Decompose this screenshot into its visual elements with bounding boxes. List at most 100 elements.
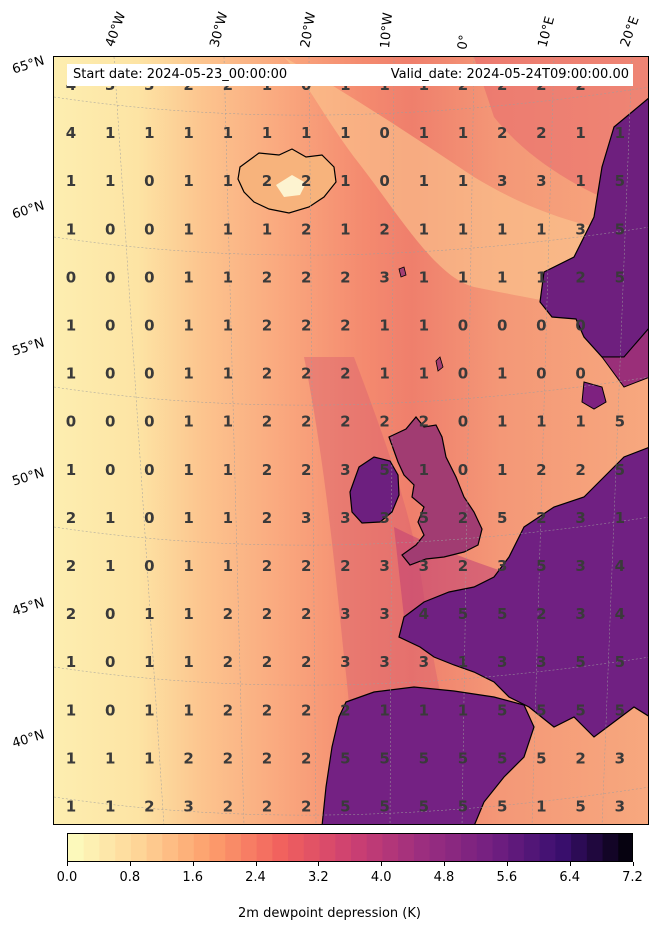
grid-value-label: 1 (497, 365, 507, 383)
colorbar-swatch (146, 834, 163, 861)
grid-value-label: 1 (66, 701, 76, 719)
grid-value-label: 1 (223, 557, 233, 575)
grid-value-label: 0 (144, 365, 154, 383)
colorbar-swatch (256, 834, 273, 861)
grid-value-label: 3 (615, 749, 625, 767)
grid-value-label: 0 (379, 124, 389, 142)
grid-value-label: 1 (575, 413, 585, 431)
grid-value-label: 1 (615, 509, 625, 527)
grid-value-label: 1 (419, 317, 429, 335)
grid-value-label: 2 (340, 557, 350, 575)
colorbar-swatch (492, 834, 509, 861)
grid-value-label: 2 (301, 605, 311, 623)
grid-value-label: 0 (575, 365, 585, 383)
grid-value-label: 5 (615, 220, 625, 238)
colorbar-swatch (83, 834, 101, 861)
grid-value-label: 3 (340, 605, 350, 623)
grid-value-label: 3 (183, 798, 193, 816)
grid-value-label: 2 (301, 317, 311, 335)
lat-label-55n: 55°N (10, 335, 47, 360)
lon-label-20w: 20°W (298, 11, 320, 50)
colorbar (67, 833, 633, 862)
grid-value-label: 1 (183, 509, 193, 527)
grid-value-label: 2 (223, 749, 233, 767)
grid-value-label: 3 (615, 798, 625, 816)
lat-label-50n: 50°N (10, 465, 47, 490)
grid-value-label: 3 (536, 653, 546, 671)
grid-value-label: 1 (419, 220, 429, 238)
colorbar-swatch (571, 834, 588, 861)
colorbar-swatch (508, 834, 525, 861)
grid-value-label: 1 (183, 653, 193, 671)
grid-value-label: 1 (105, 124, 115, 142)
grid-value-label: 2 (458, 509, 468, 527)
grid-value-label: 3 (575, 605, 585, 623)
grid-value-label: 0 (105, 605, 115, 623)
grid-value-label: 1 (183, 268, 193, 286)
land-ireland (349, 456, 400, 524)
grid-value-label: 4 (615, 557, 625, 575)
grid-value-label: 1 (223, 317, 233, 335)
grid-value-label: 2 (66, 557, 76, 575)
grid-value-label: 4 (66, 124, 76, 142)
grid-value-label: 2 (536, 509, 546, 527)
grid-value-label: 2 (301, 268, 311, 286)
grid-value-label: 2 (223, 653, 233, 671)
grid-value-label: 1 (183, 701, 193, 719)
grid-value-label: 5 (458, 798, 468, 816)
grid-value-label: 1 (497, 220, 507, 238)
grid-value-label: 2 (301, 701, 311, 719)
grid-value-label: 2 (301, 172, 311, 190)
grid-value-label: 5 (536, 701, 546, 719)
grid-value-label: 1 (66, 317, 76, 335)
grid-value-label: 1 (262, 124, 272, 142)
grid-value-label: 3 (379, 605, 389, 623)
grid-value-label: 0 (379, 172, 389, 190)
grid-value-label: 0 (575, 317, 585, 335)
grid-value-label: 1 (223, 413, 233, 431)
grid-value-label: 2 (536, 461, 546, 479)
grid-value-label: 0 (144, 220, 154, 238)
grid-value-label: 5 (497, 701, 507, 719)
grid-value-label: 0 (105, 653, 115, 671)
grid-value-label: 5 (575, 701, 585, 719)
grid-value-label: 3 (419, 653, 429, 671)
grid-value-label: 5 (615, 701, 625, 719)
grid-value-label: 2 (340, 701, 350, 719)
grid-value-label: 0 (144, 509, 154, 527)
moist-band (284, 57, 648, 317)
grid-value-label: 2 (497, 124, 507, 142)
grid-value-label: 4 (615, 605, 625, 623)
colorbar-tick-label: 7.2 (622, 870, 643, 885)
grid-value-label: 1 (183, 124, 193, 142)
colorbar-swatch (162, 834, 179, 861)
dewpoint-depression-field (54, 57, 648, 824)
grid-value-label: 1 (66, 172, 76, 190)
grid-value-label: 1 (66, 365, 76, 383)
grid-value-label: 5 (497, 509, 507, 527)
graticule (54, 57, 648, 824)
grid-value-label: 1 (105, 749, 115, 767)
grid-value-label: 1 (536, 798, 546, 816)
colorbar-swatch (335, 834, 352, 861)
lat-label-65n: 65°N (10, 53, 47, 78)
colorbar-tick (192, 862, 194, 866)
grid-value-label: 2 (262, 413, 272, 431)
colorbar-swatch (476, 834, 494, 861)
lat-label-40n: 40°N (10, 727, 47, 752)
colorbar-swatch (602, 834, 619, 861)
grid-value-label: 3 (497, 653, 507, 671)
grid-value-label: 2 (262, 365, 272, 383)
grid-value-label: 5 (575, 653, 585, 671)
grid-value-label: 2 (419, 413, 429, 431)
colorbar-swatch (398, 834, 415, 861)
grid-value-label: 5 (615, 413, 625, 431)
grid-value-label: 5 (615, 461, 625, 479)
grid-value-label: 1 (183, 317, 193, 335)
lon-label-10w: 10°W (378, 11, 397, 49)
start-date-label: Start date: 2024-05-23_00:00:00 (73, 67, 288, 82)
grid-value-label: 3 (379, 509, 389, 527)
grid-value-label: 2 (262, 605, 272, 623)
grid-value-label: 3 (575, 557, 585, 575)
grid-value-label: 2 (301, 653, 311, 671)
